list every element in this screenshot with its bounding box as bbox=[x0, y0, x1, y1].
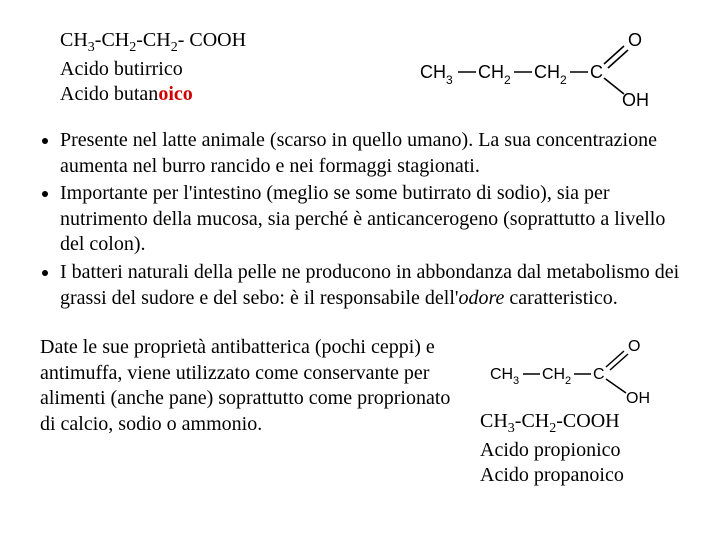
propionic-name2: Acido propanoico bbox=[480, 463, 680, 488]
sv-oh: OH bbox=[622, 90, 649, 108]
p-oh: OH bbox=[626, 390, 650, 405]
butyric-structure: CH 3 CH 2 CH 2 C O OH bbox=[410, 28, 660, 108]
f-p4: -CH bbox=[136, 29, 170, 51]
butan-prefix: Acido butan bbox=[60, 83, 158, 105]
bullet-2: Importante per l'intestino (meglio se so… bbox=[60, 181, 684, 258]
propionic-block: CH 3 CH 2 C O OH CH3-CH2-COOH Acido prop… bbox=[480, 335, 680, 488]
sv-ch3: CH bbox=[420, 62, 446, 82]
bottom-row: Date le sue proprietà antibatterica (poc… bbox=[0, 313, 720, 488]
bullet-1: Presente nel latte animale (scarso in qu… bbox=[60, 128, 684, 179]
p-s3: 3 bbox=[513, 375, 519, 387]
bottom-paragraph: Date le sue proprietà antibatterica (poc… bbox=[40, 335, 470, 437]
butyric-name2: Acido butanoico bbox=[60, 82, 246, 107]
sv-s3: 3 bbox=[446, 73, 453, 87]
p-ch2: CH bbox=[542, 366, 565, 383]
bullet-3: I batteri naturali della pelle ne produc… bbox=[60, 260, 684, 311]
pf0: CH bbox=[480, 410, 508, 432]
propionic-structure: CH 3 CH 2 C O OH bbox=[480, 335, 680, 405]
dbl1 bbox=[604, 46, 624, 64]
sv-c: C bbox=[590, 62, 603, 82]
p-s2: 2 bbox=[565, 375, 571, 387]
propionic-formula: CH3-CH2-COOH bbox=[480, 409, 680, 438]
pf1: 3 bbox=[508, 421, 515, 436]
p-o: O bbox=[628, 338, 640, 355]
p-c: C bbox=[593, 366, 605, 383]
p-ch3: CH bbox=[490, 366, 513, 383]
pf2: -CH bbox=[515, 410, 549, 432]
butan-suffix: oico bbox=[158, 83, 192, 105]
butyric-names: CH3-CH2-CH2- COOH Acido butirrico Acido … bbox=[60, 28, 246, 107]
sv-ch2a: CH bbox=[478, 62, 504, 82]
pf4: -COOH bbox=[556, 410, 619, 432]
bullet-list: Presente nel latte animale (scarso in qu… bbox=[36, 128, 684, 311]
header-row: CH3-CH2-CH2- COOH Acido butirrico Acido … bbox=[0, 0, 720, 108]
f-p6: - COOH bbox=[178, 29, 246, 51]
b3-tail: caratteristico. bbox=[504, 287, 617, 309]
sv-s2b: 2 bbox=[560, 73, 567, 87]
b3-italic: odore bbox=[459, 287, 505, 309]
f-p1: 3 bbox=[88, 40, 95, 55]
f-p5: 2 bbox=[171, 40, 178, 55]
f-p2: -CH bbox=[95, 29, 129, 51]
dbl2 bbox=[608, 50, 628, 68]
pbond-oh bbox=[606, 379, 626, 393]
f-p0: CH bbox=[60, 29, 88, 51]
butyric-name1: Acido butirrico bbox=[60, 57, 246, 82]
sv-ch2b: CH bbox=[534, 62, 560, 82]
propionic-name1: Acido propionico bbox=[480, 438, 680, 463]
sv-o: O bbox=[628, 30, 642, 50]
sv-s2a: 2 bbox=[504, 73, 511, 87]
propionic-names: CH3-CH2-COOH Acido propionico Acido prop… bbox=[480, 409, 680, 488]
bond-oh bbox=[604, 78, 624, 94]
butyric-formula: CH3-CH2-CH2- COOH bbox=[60, 28, 246, 57]
